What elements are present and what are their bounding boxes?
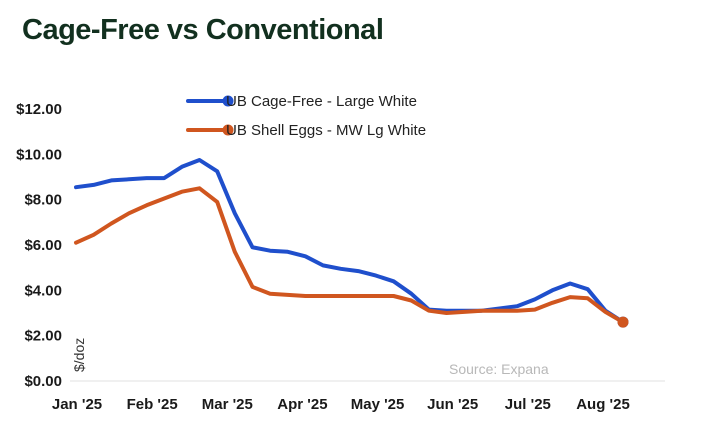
chart-title: Cage-Free vs Conventional xyxy=(22,14,384,46)
series-line-1 xyxy=(74,158,625,325)
x-axis: Jan '25 Feb '25 Mar '25 Apr '25 May '25 Jun '… xyxy=(52,396,630,413)
legend-marker-2 xyxy=(222,124,234,136)
y-axis-label: $/doz xyxy=(71,338,87,372)
x-tick-label: Feb '25 xyxy=(127,396,178,413)
y-axis: $0.00 $2.00 $4.00 $6.00 $8.00 $10.00 $12.00 xyxy=(16,101,62,390)
y-tick-label: $8.00 xyxy=(24,192,62,209)
x-tick-label: Mar '25 xyxy=(202,396,253,413)
x-tick-label: Jun '25 xyxy=(427,396,478,413)
legend: UB Cage-Free - Large White UB Shell Eggs … xyxy=(186,93,426,139)
y-tick-label: $2.00 xyxy=(24,328,62,345)
legend-marker-1 xyxy=(222,95,234,107)
source-note: Source: Expana xyxy=(449,361,549,377)
y-tick-label: $4.00 xyxy=(24,282,62,299)
legend-label-2: UB Shell Eggs - MW Lg White xyxy=(226,122,426,139)
x-tick-label: Aug '25 xyxy=(576,396,630,413)
y-tick-label: $6.00 xyxy=(24,237,62,254)
x-tick-label: Jul '25 xyxy=(505,396,551,413)
y-tick-label: $12.00 xyxy=(16,101,62,118)
y-tick-label: $10.00 xyxy=(16,146,62,163)
x-tick-label: Apr '25 xyxy=(277,396,327,413)
x-tick-label: Jan '25 xyxy=(52,396,102,413)
series-layer xyxy=(74,158,629,328)
y-tick-label: $0.00 xyxy=(24,373,62,390)
series-line-2 xyxy=(74,186,625,325)
x-tick-label: May '25 xyxy=(351,396,405,413)
series-end-point-2 xyxy=(617,316,629,328)
legend-label-1: UB Cage-Free - Large White xyxy=(226,93,417,110)
